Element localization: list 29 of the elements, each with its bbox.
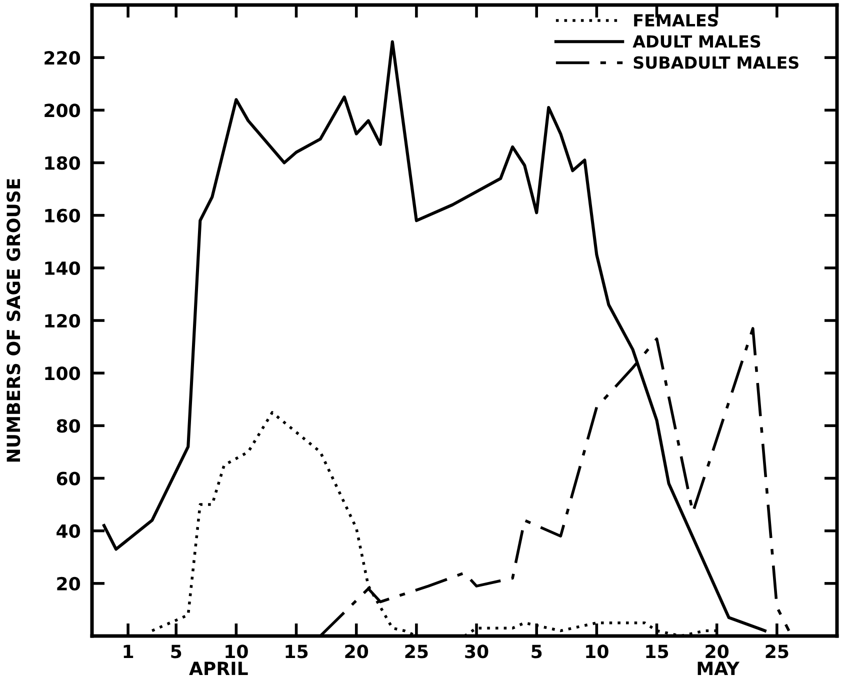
y-tick-label: 40: [56, 524, 80, 538]
x-tick-label: 15: [646, 644, 668, 658]
x-tick-label: 10: [226, 644, 248, 658]
x-tick-label: 10: [586, 644, 608, 658]
x-tick-label: 20: [706, 644, 729, 658]
text: MAY: [698, 662, 740, 675]
y-tick-label: 180: [45, 156, 80, 170]
y-tick-label: 160: [45, 208, 80, 222]
y-tick-label: 200: [44, 104, 80, 118]
text: APRIL: [189, 662, 248, 675]
y-tick-label: 120: [45, 314, 80, 328]
x-tick-label: 5: [532, 644, 542, 658]
y-tick-label: 20: [57, 576, 80, 591]
x-tick-label: 25: [405, 644, 428, 658]
legend-label: FEMALES: [634, 14, 718, 27]
legend-label: SUBADULT MALES: [634, 56, 798, 69]
legend-label: ADULT MALES: [632, 35, 760, 48]
x-tick-label: 5: [171, 644, 182, 658]
y-tick-label: 220: [44, 51, 80, 65]
x-tick-label: 25: [766, 644, 788, 658]
y-axis-title: NUMBERS OF SAGE GROUSE: [6, 179, 20, 462]
y-tick-label: 60: [56, 472, 80, 486]
y-tick-label: 100: [45, 366, 80, 380]
y-tick-label: 140: [45, 261, 80, 276]
y-tick-label: 80: [56, 419, 80, 433]
x-tick-label: 30: [465, 644, 488, 658]
x-tick-label: 1: [124, 644, 134, 658]
x-tick-label: 20: [345, 644, 368, 658]
x-tick-label: 15: [286, 644, 308, 658]
